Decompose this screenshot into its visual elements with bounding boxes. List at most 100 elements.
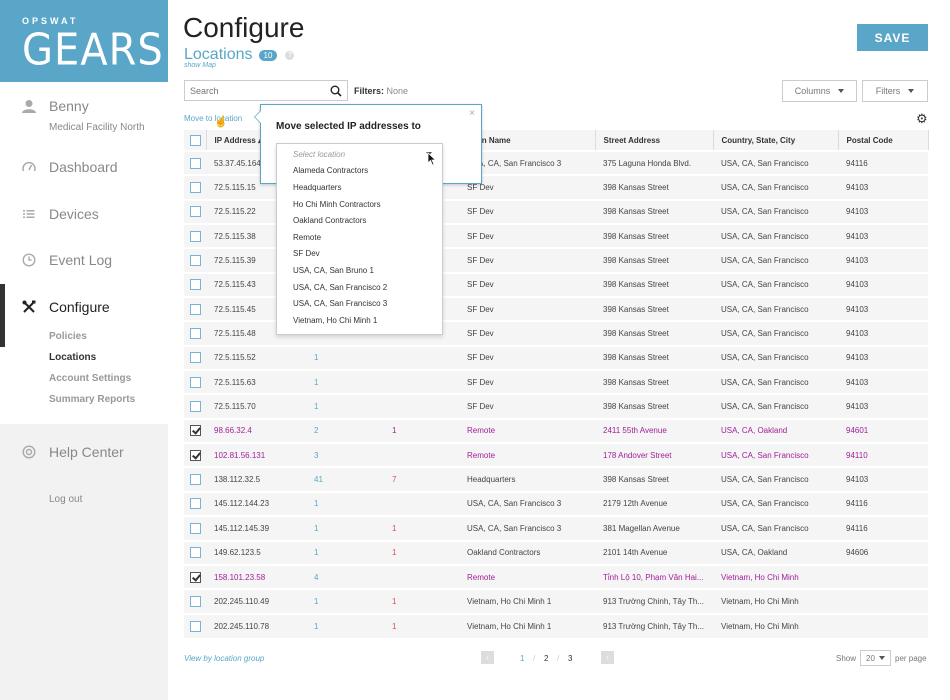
table-row[interactable]: 72.5.115.39 SF Dev 398 Kansas Street USA, C… [184,247,928,273]
row-checkbox[interactable] [190,157,201,169]
count-badge: 10 [258,49,278,61]
columns-dropdown[interactable]: Columns [782,80,857,102]
filters-dropdown[interactable]: Filters [862,80,928,102]
search-input[interactable] [185,82,320,100]
page-2[interactable]: 2 [544,654,549,663]
row-checkbox[interactable] [190,255,201,267]
location-option[interactable]: USA, CA, San Francisco 2 [293,283,388,292]
gear-icon[interactable]: ⚙ [916,111,928,126]
per-page-select[interactable]: 20 [860,650,891,666]
table-row[interactable]: 158.101.23.58 4 Remote Tỉnh Lộ 10, Phạm Văn… [184,563,928,590]
row-checkbox[interactable] [190,230,201,242]
location-option[interactable]: USA, CA, San Bruno 1 [293,266,374,275]
cell-location-name: SF Dev [459,271,595,298]
table-row[interactable]: 98.66.32.4 2 1 Remote 2411 55th Avenue USA, C… [184,417,928,444]
row-checkbox[interactable] [190,595,201,607]
row-checkbox[interactable] [190,620,201,632]
prev-page-button[interactable]: ‹ [481,651,494,664]
row-checkbox[interactable] [190,522,201,534]
sidebar-subitem-summary-reports[interactable]: Summary Reports [49,394,136,405]
cell-street-address: 913 Trường Chinh, Tây Th... [595,612,713,638]
cell-street-address: 398 Kansas Street [595,247,713,273]
row-checkbox[interactable] [190,571,201,583]
location-option[interactable]: Ho Chi Minh Contractors [293,200,381,209]
active-filters: Filters: None [354,86,408,96]
header-street-address[interactable]: Street Address [595,130,714,151]
row-checkbox[interactable] [190,449,201,461]
filters-value: None [386,86,409,96]
app-logo[interactable]: OPSWAT GEARS [0,0,168,82]
cell-postal-code: 94103 [838,344,928,371]
row-checkbox[interactable] [190,547,201,559]
cell-location-name: Oakland Contractors [459,539,595,565]
location-option[interactable]: SF Dev [293,249,320,258]
sidebar-subitem-locations[interactable]: Locations [49,352,97,363]
row-checkbox[interactable] [190,401,201,413]
close-icon[interactable]: × [469,108,475,119]
sidebar-subitem-account-settings[interactable]: Account Settings [49,373,132,384]
table-row[interactable]: 202.245.110.49 1 1 Vietnam, Ho Chi Minh 1 91… [184,588,928,614]
row-checkbox[interactable] [190,206,201,218]
table-row[interactable]: 138.112.32.5 41 7 Headquarters 398 Kansas St… [184,466,928,492]
table-row[interactable]: 72.5.115.52 1 SF Dev 398 Kansas Street USA, … [184,344,928,371]
table-row[interactable]: 102.81.56.131 3 Remote 178 Andover Street US… [184,442,928,468]
cell-postal-code: 94103 [838,174,928,200]
sidebar-item-event-log[interactable]: Event Log [0,252,168,268]
save-button[interactable]: SAVE [857,24,928,51]
cell-postal-code: 94601 [838,417,928,444]
table-row[interactable]: 72.5.115.70 1 SF Dev 398 Kansas Street USA, … [184,393,928,419]
page-3[interactable]: 3 [568,654,573,663]
show-map-link[interactable]: show Map [184,62,216,69]
move-to-location-link[interactable]: Move to location [184,114,243,123]
table-row[interactable]: 72.5.115.63 1 SF Dev 398 Kansas Street USA, … [184,369,928,395]
view-by-group-link[interactable]: View by location group [184,654,265,663]
cell-count-1: 41 [306,466,384,492]
location-select-dropdown[interactable]: Select location Alameda Contractors Head… [276,143,443,335]
cell-country-state-city: USA, CA, San Francisco [713,247,838,273]
cell-postal-code: 94116 [838,515,928,541]
page-1[interactable]: 1 [520,654,525,663]
next-page-button[interactable]: › [601,651,614,664]
header-country-state-city[interactable]: Country, State, City [713,130,839,151]
table-row[interactable]: 149.62.123.5 1 1 Oakland Contractors 2101 14… [184,539,928,565]
sidebar-item-configure[interactable]: Configure [0,299,168,315]
cell-location-name: Vietnam, Ho Chi Minh 1 [459,612,595,638]
location-option[interactable]: Remote [293,233,322,242]
columns-label: Columns [794,86,831,96]
cell-country-state-city: USA, CA, San Francisco [713,442,838,468]
header-postal-code[interactable]: Postal Code [838,130,929,151]
row-checkbox[interactable] [190,303,201,315]
location-option[interactable]: USA, CA, San Francisco 3 [293,299,388,308]
help-icon[interactable]: ? [285,50,295,60]
logout-link[interactable]: Log out [49,494,83,505]
cell-count-2: 1 [384,588,459,614]
location-option[interactable]: Headquarters [293,183,342,192]
row-checkbox[interactable] [190,474,201,486]
row-checkbox[interactable] [190,279,201,291]
header-location-name[interactable]: ation Name [459,130,596,151]
row-checkbox[interactable] [190,352,201,364]
row-checkbox[interactable] [190,182,201,194]
row-checkbox[interactable] [190,498,201,510]
cell-ip-address: 145.112.145.39 [206,515,306,541]
row-checkbox[interactable] [190,376,201,388]
cell-country-state-city: USA, CA, San Francisco [713,466,838,492]
sidebar-subitem-policies[interactable]: Policies [49,331,87,342]
sidebar-item-devices[interactable]: Devices [0,206,168,222]
select-all-checkbox[interactable] [190,134,201,146]
sidebar-item-dashboard[interactable]: Dashboard [0,159,168,175]
hand-cursor-icon: ☝ [214,116,228,128]
cell-country-state-city: USA, CA, San Francisco [713,174,838,200]
location-option[interactable]: Vietnam, Ho Chi Minh 1 [293,316,378,325]
table-row[interactable]: 202.245.110.78 1 1 Vietnam, Ho Chi Minh 1 91… [184,612,928,638]
cell-count-2: 1 [384,515,459,541]
sidebar-item-help-center[interactable]: Help Center [0,444,168,460]
location-option[interactable]: Oakland Contractors [293,216,367,225]
location-option[interactable]: Alameda Contractors [293,166,369,175]
search-icon[interactable] [330,84,342,97]
row-checkbox[interactable] [190,425,201,437]
table-row[interactable]: 145.112.145.39 1 1 USA, CA, San Francisco 3… [184,515,928,541]
row-checkbox[interactable] [190,328,201,340]
sidebar-user[interactable]: Benny [0,98,168,114]
